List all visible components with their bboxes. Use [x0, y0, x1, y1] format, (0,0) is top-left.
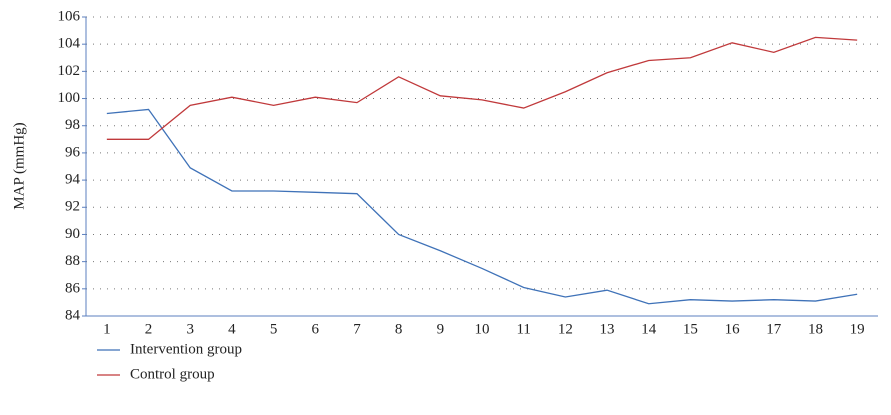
x-tick-label: 12 [558, 321, 573, 337]
x-tick-label: 19 [850, 321, 865, 337]
legend-label: Intervention group [130, 341, 242, 357]
x-tick-label: 3 [186, 321, 194, 337]
x-tick-label: 10 [475, 321, 490, 337]
y-axis-label: MAP (mmHg) [11, 122, 27, 209]
x-tick-label: 14 [641, 321, 657, 337]
y-tick-label: 86 [65, 280, 81, 296]
y-tick-label: 90 [65, 226, 80, 242]
x-tick-label: 2 [145, 321, 153, 337]
series-line [106, 36, 858, 140]
y-tick-label: 96 [65, 144, 81, 160]
x-tick-label: 1 [103, 321, 111, 337]
y-tick-label: 98 [65, 117, 80, 133]
y-tick-label: 106 [58, 8, 81, 24]
legend-label: Control group [130, 366, 215, 382]
x-tick-label: 5 [270, 321, 278, 337]
y-tick-label: 100 [58, 90, 81, 106]
x-tick-label: 9 [437, 321, 445, 337]
x-tick-label: 8 [395, 321, 403, 337]
x-tick-label: 7 [353, 321, 361, 337]
y-tick-label: 84 [65, 307, 81, 323]
y-tick-label: 92 [65, 199, 80, 215]
x-tick-label: 15 [683, 321, 698, 337]
y-tick-label: 94 [65, 172, 81, 188]
x-tick-label: 11 [516, 321, 530, 337]
series-line [106, 108, 858, 305]
x-tick-label: 18 [808, 321, 823, 337]
x-tick-label: 6 [312, 321, 320, 337]
x-tick-label: 13 [600, 321, 615, 337]
x-tick-label: 17 [766, 321, 782, 337]
y-tick-label: 88 [65, 253, 80, 269]
y-tick-label: 102 [58, 63, 81, 79]
y-tick-label: 104 [58, 36, 81, 52]
x-tick-label: 16 [725, 321, 741, 337]
x-tick-label: 4 [228, 321, 236, 337]
